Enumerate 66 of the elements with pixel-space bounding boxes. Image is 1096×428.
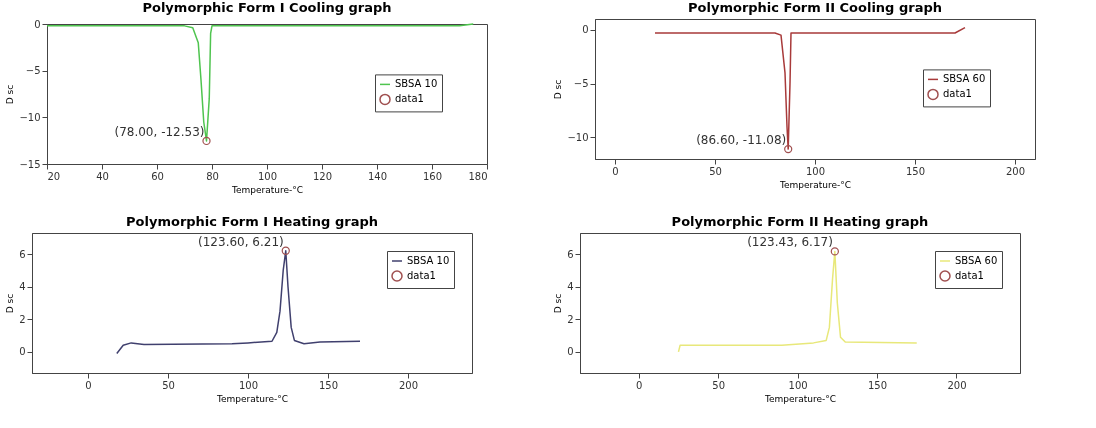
y-tick-label: −10 (19, 111, 41, 123)
legend-label: data1 (395, 93, 424, 105)
legend-label: SBSA 10 (395, 78, 438, 90)
y-tick-label: 6 (567, 248, 574, 260)
legend-label: data1 (943, 88, 972, 100)
y-tick-label: −15 (19, 158, 41, 170)
x-tick-label: 150 (905, 165, 926, 177)
y-axis-title: D sc (5, 293, 16, 314)
x-tick-label: 0 (636, 379, 643, 391)
x-tick-label: 20 (47, 170, 61, 182)
x-axis-title: Temperature-°C (215, 393, 289, 404)
legend-label: SBSA 60 (955, 255, 998, 266)
y-tick-label: 6 (19, 248, 26, 260)
x-tick-label: 150 (318, 379, 339, 391)
x-tick-label: 150 (867, 379, 888, 391)
x-tick-label: 80 (206, 170, 219, 182)
legend-label: SBSA 10 (407, 255, 450, 266)
y-tick-label: 0 (567, 346, 574, 358)
x-tick-label: 50 (162, 379, 175, 391)
x-tick-label: 100 (805, 165, 826, 177)
legend-label: data1 (955, 270, 984, 281)
x-tick-label: 100 (238, 379, 259, 391)
x-tick-label: 200 (1005, 165, 1026, 177)
line-series (677, 250, 918, 353)
y-tick-label: 0 (34, 18, 41, 30)
y-axis-title: D sc (553, 79, 564, 100)
legend-label: SBSA 60 (943, 73, 986, 85)
y-axis-title: D sc (5, 84, 16, 105)
x-tick-label: 160 (422, 170, 443, 182)
annotation: (78.00, -12.53) (114, 124, 205, 139)
legend-label: data1 (407, 270, 436, 281)
y-tick-label: 4 (567, 281, 574, 293)
y-tick-label: 0 (19, 346, 26, 358)
y-tick-label: 0 (582, 24, 589, 36)
line-series (116, 249, 361, 355)
y-axis-title: D sc (553, 293, 564, 314)
x-tick-label: 120 (312, 170, 333, 182)
x-tick-label: 200 (947, 379, 967, 391)
y-tick-label: −5 (25, 65, 41, 77)
chart-title: Polymorphic Form II Heating graph (671, 214, 929, 229)
x-tick-label: 100 (257, 170, 278, 182)
x-tick-label: 0 (85, 379, 92, 391)
chart-title: Polymorphic Form I Cooling graph (142, 0, 392, 15)
y-tick-label: −5 (573, 78, 589, 90)
x-axis-title: Temperature-°C (763, 393, 837, 404)
chart-title: Polymorphic Form II Cooling graph (688, 0, 942, 15)
x-axis-title: Temperature-°C (230, 184, 304, 195)
y-tick-label: −10 (567, 131, 589, 143)
chart-title: Polymorphic Form I Heating graph (126, 214, 378, 229)
x-tick-label: 40 (96, 170, 109, 182)
x-tick-label: 50 (709, 165, 722, 177)
x-tick-label: 140 (367, 170, 388, 182)
x-tick-label: 60 (151, 170, 164, 182)
x-tick-label: 50 (712, 379, 726, 391)
x-tick-label: 200 (398, 379, 419, 391)
annotation: (123.60, 6.21) (198, 234, 284, 249)
x-axis-title: Temperature-°C (778, 179, 852, 190)
y-tick-label: 2 (19, 313, 26, 325)
annotation: (123.43, 6.17) (747, 235, 833, 250)
annotation: (86.60, -11.08) (696, 133, 787, 148)
x-tick-label: 100 (788, 379, 808, 391)
line-series (46, 23, 474, 142)
x-tick-label: 180 (468, 170, 488, 182)
y-tick-label: 4 (19, 281, 26, 293)
y-tick-label: 2 (567, 313, 574, 325)
x-tick-label: 0 (612, 165, 619, 177)
